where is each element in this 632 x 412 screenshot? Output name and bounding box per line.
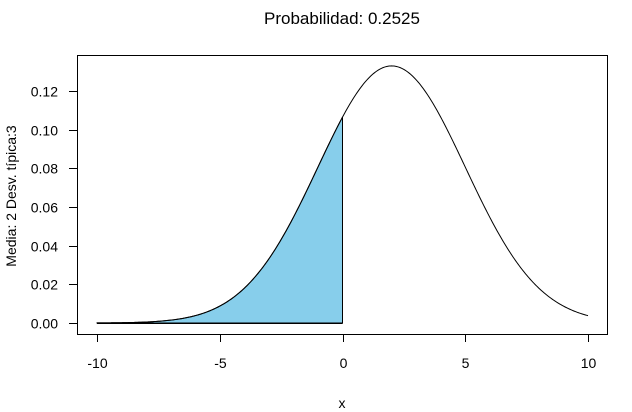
density-curve — [97, 65, 589, 324]
x-tick-label: 5 — [462, 355, 470, 371]
chart-title: Probabilidad: 0.2525 — [264, 9, 420, 28]
y-tick-label: 0.10 — [31, 123, 58, 139]
plot-frame — [77, 55, 608, 335]
y-tick-label: 0.08 — [31, 161, 58, 177]
x-tick-label: -5 — [214, 355, 227, 371]
y-axis-label: Media: 2 Desv. típica:3 — [3, 125, 19, 267]
x-axis: -10 -5 0 5 10 — [87, 334, 596, 371]
shaded-area — [96, 116, 343, 324]
y-axis: 0.00 0.02 0.04 0.06 0.08 0.10 0.12 — [31, 84, 77, 332]
x-axis-label: x — [339, 395, 346, 411]
y-tick-label: 0.12 — [31, 84, 58, 100]
y-tick-label: 0.02 — [31, 277, 58, 293]
x-tick-label: -10 — [87, 355, 107, 371]
x-tick-label: 10 — [581, 355, 597, 371]
y-tick-label: 0.06 — [31, 200, 58, 216]
y-tick-label: 0.00 — [31, 316, 58, 332]
y-tick-label: 0.04 — [31, 239, 58, 255]
x-tick-label: 0 — [340, 355, 348, 371]
